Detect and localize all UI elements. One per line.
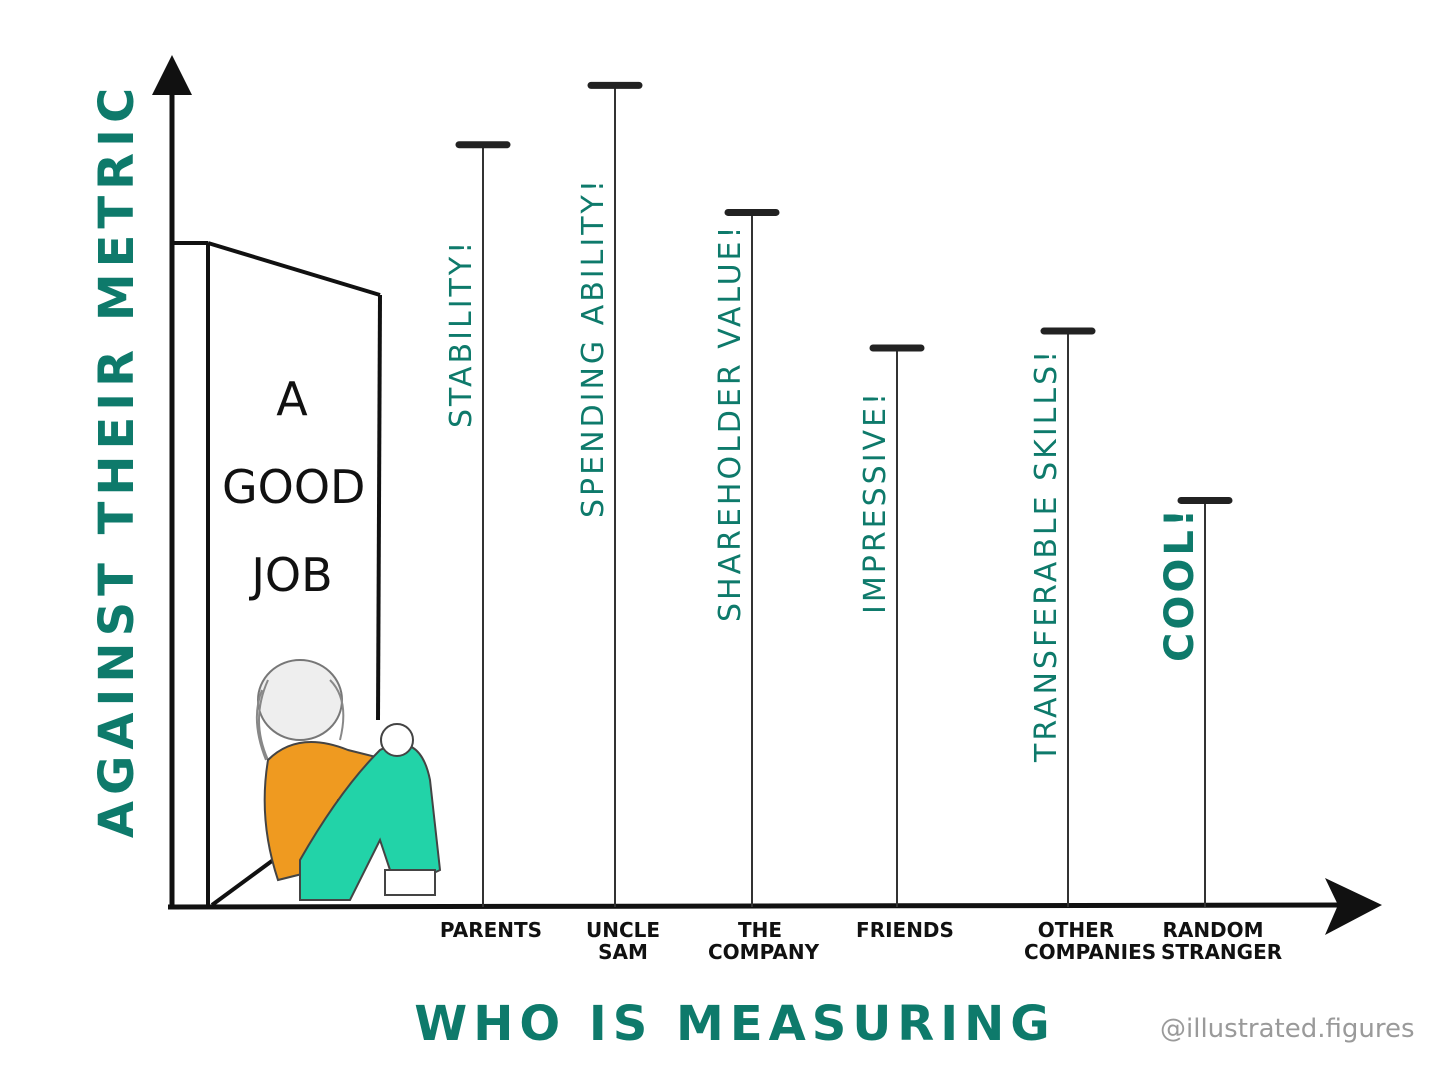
person [255, 659, 442, 901]
x-axis [167, 902, 1351, 910]
x-tick-label: PARENTS [439, 918, 543, 942]
x-tick-label: THE COMPANY [708, 918, 820, 964]
annotation: IMPRESSIVE! [858, 390, 893, 614]
y-axis-title: AGAINST THEIR METRIC [89, 82, 145, 838]
credit: @illustrated.figures [1160, 1014, 1415, 1044]
annotation: COOL! [1157, 506, 1203, 662]
x-tick-label: UNCLE SAM [585, 918, 661, 964]
annotation: SPENDING ABILITY! [576, 177, 611, 518]
x-axis-title: WHO IS MEASURING [414, 996, 1055, 1052]
door-label: A GOOD JOB [222, 372, 366, 602]
door [174, 241, 382, 907]
annotation: TRANSFERABLE SKILLS! [1029, 348, 1064, 763]
x-tick-label: RANDOM STRANGER [1161, 918, 1283, 964]
annotation: SHAREHOLDER VALUE! [713, 223, 748, 622]
x-axis-arrow [1325, 878, 1382, 935]
y-axis-arrow [152, 55, 192, 95]
x-tick-label: OTHER COMPANIES [1024, 918, 1157, 964]
x-tick-label: FRIENDS [856, 918, 954, 942]
annotation: STABILITY! [444, 239, 479, 428]
